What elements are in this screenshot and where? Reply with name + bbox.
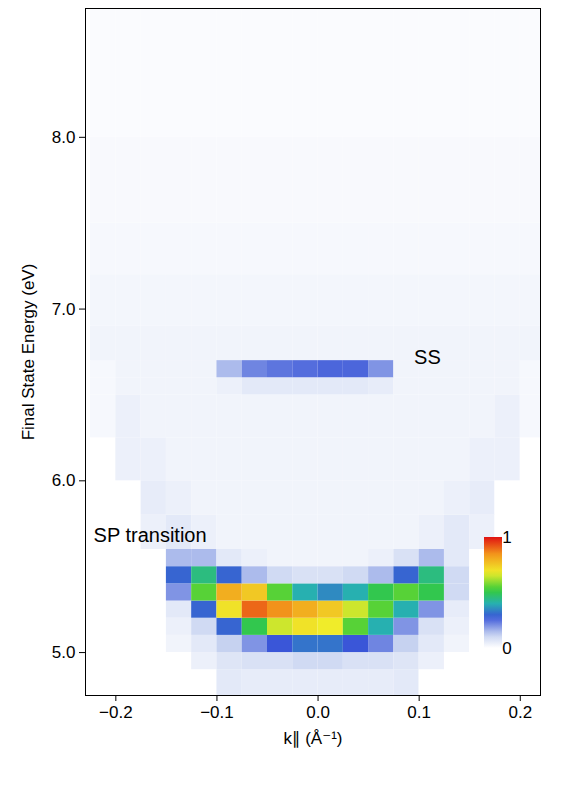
svg-text:SP transition: SP transition — [94, 524, 207, 546]
svg-text:0: 0 — [502, 639, 511, 658]
svg-text:0.2: 0.2 — [508, 703, 532, 722]
svg-text:6.0: 6.0 — [52, 471, 76, 490]
svg-text:k∥ (Å⁻¹): k∥ (Å⁻¹) — [283, 729, 342, 748]
svg-text:−0.2: −0.2 — [99, 703, 133, 722]
svg-text:SS: SS — [414, 346, 441, 368]
svg-text:0.0: 0.0 — [306, 703, 330, 722]
svg-text:0.1: 0.1 — [407, 703, 431, 722]
svg-text:−0.1: −0.1 — [200, 703, 234, 722]
svg-text:1: 1 — [502, 528, 511, 547]
svg-text:8.0: 8.0 — [52, 128, 76, 147]
svg-text:Final State Energy (eV): Final State Energy (eV) — [19, 264, 38, 441]
svg-text:7.0: 7.0 — [52, 300, 76, 319]
svg-text:5.0: 5.0 — [52, 643, 76, 662]
